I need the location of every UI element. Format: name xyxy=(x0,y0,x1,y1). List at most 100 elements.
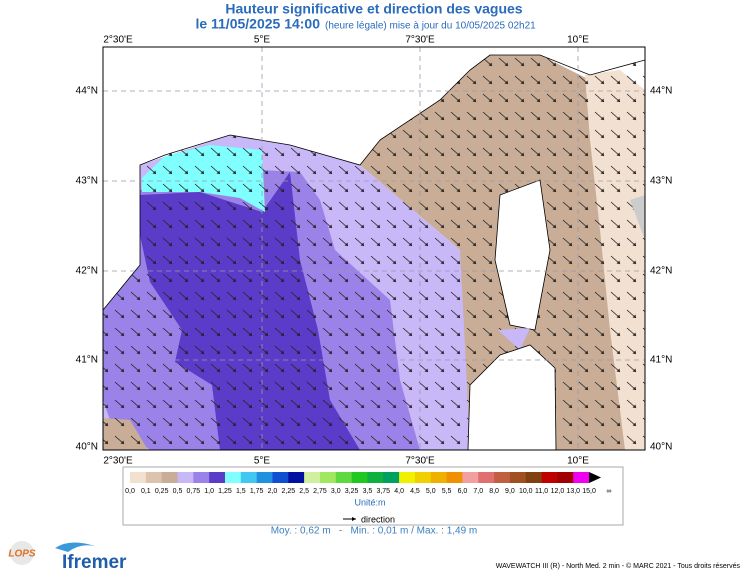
legend-label: 5,0 xyxy=(426,488,436,495)
longitude-label: 10°E xyxy=(567,35,589,46)
legend-label: 15,0 xyxy=(582,488,596,495)
legend-label: 3,5 xyxy=(363,488,373,495)
logo-ifremer: Ifremer xyxy=(62,552,127,573)
legend-swatch xyxy=(573,472,590,483)
legend-swatch xyxy=(130,472,147,483)
legend-swatch xyxy=(209,472,226,483)
legend-label: 4,5 xyxy=(410,488,420,495)
legend-label: 3,25 xyxy=(345,488,359,495)
legend-label: 1,0 xyxy=(204,488,214,495)
legend-direction: direction xyxy=(361,514,395,524)
latitude-label: 40°N xyxy=(76,442,98,453)
title: Hauteur significative et direction des v… xyxy=(225,1,522,17)
subtitle: (heure légale) mise à jour du 10/05/2025… xyxy=(325,21,536,32)
land-france-italy xyxy=(103,47,645,311)
legend-swatch xyxy=(478,472,495,483)
legend-label: 2,5 xyxy=(299,488,309,495)
legend-arrow xyxy=(589,472,602,483)
legend-label: 1,25 xyxy=(218,488,232,495)
legend-label: ∞ xyxy=(606,488,611,495)
legend-swatch xyxy=(224,472,242,483)
legend-swatch xyxy=(304,472,321,483)
land-italy-east xyxy=(630,195,645,240)
legend-swatch xyxy=(462,472,479,483)
legend-label: 2,0 xyxy=(268,488,278,495)
legend-swatch xyxy=(383,472,400,483)
legend-label: 0,5 xyxy=(173,488,183,495)
date: le 11/05/2025 14:00 xyxy=(195,16,320,32)
direction-arrow-head xyxy=(352,517,356,521)
stats: Moy. : 0,62 m - Min. : 0,01 m / Max. : 1… xyxy=(271,526,478,537)
lops-logo-bg xyxy=(10,541,34,565)
legend-swatch xyxy=(557,472,574,483)
legend-label: 3,75 xyxy=(376,488,390,495)
legend-label: 13,0 xyxy=(566,488,580,495)
legend-label: 1,5 xyxy=(236,488,246,495)
longitude-label: 7°30'E xyxy=(405,456,435,467)
legend-swatch xyxy=(240,472,257,483)
legend-swatch xyxy=(288,472,305,483)
longitude-label: 7°30'E xyxy=(405,35,435,46)
land-corsica xyxy=(494,179,551,331)
legend-swatch xyxy=(494,472,511,483)
latitude-label: 44°N xyxy=(650,86,672,97)
latitude-label: 40°N xyxy=(650,442,672,453)
legend-swatch xyxy=(335,472,352,483)
legend-label: 0,1 xyxy=(141,488,151,495)
legend-swatch xyxy=(367,472,384,483)
sea-bonifacio xyxy=(498,328,530,350)
legend-label: 4,0 xyxy=(394,488,404,495)
legend-label: 11,0 xyxy=(535,488,548,495)
longitude-label: 5°E xyxy=(254,456,271,467)
legend-label: 2,25 xyxy=(281,488,295,495)
latitude-label: 41°N xyxy=(76,355,98,366)
legend-label: 8,0 xyxy=(489,488,499,495)
logo-lops: LOPS xyxy=(8,549,36,560)
legend-swatch xyxy=(319,472,337,483)
legend-label: 9,0 xyxy=(505,488,515,495)
legend-label: 2,75 xyxy=(313,488,327,495)
map-frame xyxy=(102,46,646,451)
legend-label: 3,0 xyxy=(331,488,341,495)
longitude-label: 2°30'E xyxy=(103,456,133,467)
credits: WAVEWATCH III (R) - North Med. 2 min - ©… xyxy=(496,562,741,570)
ifremer-wave xyxy=(55,542,95,552)
latitude-label: 42°N xyxy=(76,266,98,277)
graticule xyxy=(103,47,645,450)
legend-swatch xyxy=(145,472,162,483)
longitude-label: 10°E xyxy=(567,456,589,467)
legend-swatch xyxy=(525,472,542,483)
legend-swatch xyxy=(399,472,416,483)
legend-swatch xyxy=(541,472,558,483)
legend-label: 10,0 xyxy=(519,488,533,495)
longitude-label: 5°E xyxy=(254,35,271,46)
legend-label: 0,0 xyxy=(125,488,135,495)
legend-swatch xyxy=(256,472,273,483)
legend-label: 5,5 xyxy=(442,488,452,495)
legend-label: 6,0 xyxy=(458,488,468,495)
legend-label: 1,75 xyxy=(250,488,264,495)
legend-swatch xyxy=(509,472,527,483)
longitude-label: 2°30'E xyxy=(103,35,133,46)
latitude-label: 43°N xyxy=(650,176,672,187)
legend-swatch xyxy=(414,472,432,483)
legend-swatch xyxy=(446,472,463,483)
latitude-label: 43°N xyxy=(76,176,98,187)
legend-unit: Unité:m xyxy=(354,497,385,507)
latitude-label: 42°N xyxy=(650,266,672,277)
legend-swatch xyxy=(351,472,368,483)
legend-swatch xyxy=(177,472,194,483)
legend-label: 0,75 xyxy=(187,488,201,495)
legend-swatch xyxy=(193,472,210,483)
legend-swatch xyxy=(430,472,447,483)
map xyxy=(103,47,645,450)
legend-swatch xyxy=(161,472,178,483)
legend-label: 7,0 xyxy=(473,488,483,495)
latitude-label: 41°N xyxy=(650,355,672,366)
land-sardinia xyxy=(467,344,557,450)
legend-swatch xyxy=(272,472,289,483)
legend-label: 12,0 xyxy=(551,488,565,495)
latitude-label: 44°N xyxy=(76,86,98,97)
